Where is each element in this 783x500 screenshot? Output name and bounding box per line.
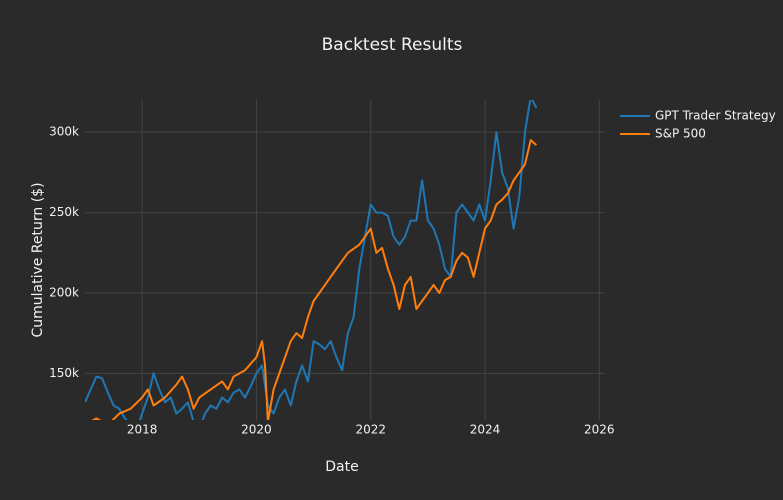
legend-label: GPT Trader Strategy [655, 109, 776, 123]
grid: 150k 200k 250k 300k 2018 2020 2022 2024 2026 [49, 100, 615, 437]
series-line [91, 139, 538, 420]
legend-item[interactable]: GPT Trader Strategy [620, 109, 776, 123]
y-axis-title: Cumulative Return ($) [30, 182, 46, 337]
x-tick-label: 2020 [241, 423, 272, 437]
plot-area [85, 100, 538, 420]
series-line [85, 100, 538, 420]
x-tick-label: 2024 [470, 423, 501, 437]
x-axis-title: Date [325, 459, 358, 475]
legend: GPT Trader Strategy S&P 500 [620, 109, 776, 141]
y-tick-label: 150k [49, 366, 79, 380]
chart-title: Backtest Results [322, 35, 463, 55]
legend-label: S&P 500 [655, 127, 706, 141]
x-tick-label: 2018 [127, 423, 158, 437]
x-tick-label: 2022 [355, 423, 386, 437]
y-tick-label: 250k [49, 205, 79, 219]
x-tick-label: 2026 [584, 423, 615, 437]
y-tick-label: 200k [49, 285, 79, 299]
y-tick-label: 300k [49, 125, 79, 139]
legend-item[interactable]: S&P 500 [620, 127, 706, 141]
